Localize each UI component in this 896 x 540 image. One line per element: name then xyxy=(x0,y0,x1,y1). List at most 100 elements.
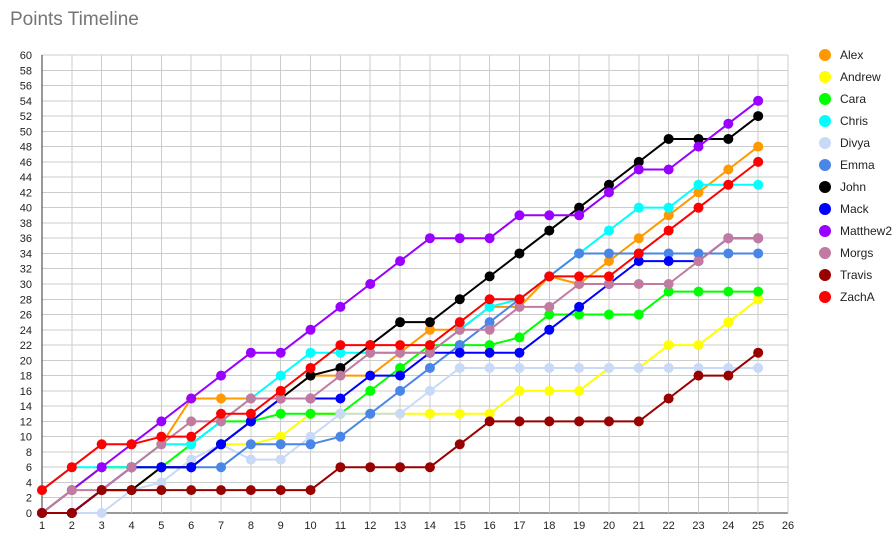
data-point xyxy=(275,485,286,496)
data-point xyxy=(544,416,555,427)
data-point xyxy=(484,416,495,427)
data-point xyxy=(156,431,167,442)
data-point xyxy=(603,187,614,198)
legend-label: Cara xyxy=(840,92,866,106)
data-point xyxy=(753,248,764,259)
x-tick-label: 15 xyxy=(454,520,466,532)
data-point xyxy=(454,340,465,351)
data-point xyxy=(305,431,316,442)
data-point xyxy=(275,439,286,450)
data-point xyxy=(753,347,764,358)
data-point xyxy=(305,408,316,419)
legend-item-chris[interactable]: Chris xyxy=(819,114,868,128)
data-point xyxy=(37,508,47,518)
data-point xyxy=(574,301,585,312)
data-point xyxy=(395,408,406,419)
legend-item-andrew[interactable]: Andrew xyxy=(819,70,881,84)
data-point xyxy=(753,286,764,297)
legend-item-zacha[interactable]: ZachA xyxy=(819,290,875,304)
data-point xyxy=(454,317,465,328)
legend-marker xyxy=(819,291,831,303)
y-tick-label: 16 xyxy=(20,386,32,398)
data-point xyxy=(544,324,555,335)
data-point xyxy=(335,393,346,404)
data-point xyxy=(216,416,227,427)
legend-item-cara[interactable]: Cara xyxy=(819,92,866,106)
x-tick-label: 23 xyxy=(692,520,704,532)
data-point xyxy=(424,347,435,358)
data-point xyxy=(693,256,704,267)
data-point xyxy=(395,347,406,358)
data-point xyxy=(454,439,465,450)
data-point xyxy=(693,370,704,381)
data-point xyxy=(663,202,674,213)
legend-item-alex[interactable]: Alex xyxy=(819,48,863,62)
x-tick-label: 25 xyxy=(752,520,764,532)
data-point xyxy=(663,279,674,289)
data-point xyxy=(365,462,376,473)
data-point xyxy=(633,362,644,373)
data-point xyxy=(305,362,316,373)
legend-item-mack[interactable]: Mack xyxy=(819,202,870,216)
data-point xyxy=(753,156,764,167)
data-point xyxy=(603,416,614,427)
data-point xyxy=(514,248,525,259)
legend-item-john[interactable]: John xyxy=(819,180,866,194)
legend-item-morgs[interactable]: Morgs xyxy=(819,246,873,260)
y-tick-label: 46 xyxy=(20,157,32,169)
data-point xyxy=(186,454,197,465)
data-point xyxy=(37,485,47,496)
data-point xyxy=(335,347,346,358)
data-point xyxy=(753,141,764,152)
data-point xyxy=(126,485,137,496)
legend-marker xyxy=(819,159,831,171)
data-point xyxy=(66,485,77,496)
legend-marker xyxy=(819,225,831,237)
legend-marker xyxy=(819,115,831,127)
data-point xyxy=(365,408,376,419)
data-point xyxy=(395,385,406,396)
data-point xyxy=(693,202,704,213)
data-point xyxy=(335,301,346,312)
legend-item-travis[interactable]: Travis xyxy=(819,268,872,282)
data-point xyxy=(544,309,555,320)
data-point xyxy=(663,256,674,267)
data-point xyxy=(395,462,406,473)
data-point xyxy=(663,362,674,373)
y-tick-label: 6 xyxy=(26,462,32,474)
data-point xyxy=(454,324,465,335)
data-point xyxy=(723,164,734,175)
x-tick-label: 20 xyxy=(603,520,615,532)
legend-item-divya[interactable]: Divya xyxy=(819,136,870,150)
x-tick-label: 5 xyxy=(158,520,164,532)
series-zacha xyxy=(37,156,764,496)
data-point xyxy=(663,133,674,144)
data-point xyxy=(395,370,406,381)
legend-label: Emma xyxy=(840,158,875,172)
data-point xyxy=(216,439,227,450)
x-tick-label: 7 xyxy=(218,520,224,532)
data-point xyxy=(395,317,406,328)
data-point xyxy=(365,340,376,351)
data-point xyxy=(753,233,764,244)
y-tick-label: 48 xyxy=(20,142,32,154)
data-point xyxy=(454,362,465,373)
series-travis xyxy=(37,347,764,518)
data-point xyxy=(156,477,167,488)
y-tick-label: 4 xyxy=(26,477,32,489)
y-tick-label: 34 xyxy=(20,248,32,260)
data-point xyxy=(305,324,316,335)
legend-item-emma[interactable]: Emma xyxy=(819,158,875,172)
x-tick-label: 12 xyxy=(364,520,376,532)
data-point xyxy=(603,362,614,373)
y-tick-label: 20 xyxy=(20,355,32,367)
data-point xyxy=(245,454,256,465)
data-point xyxy=(693,179,704,190)
legend-item-matthew2[interactable]: Matthew2 xyxy=(819,224,892,238)
x-tick-label: 3 xyxy=(99,520,105,532)
data-point xyxy=(96,439,107,450)
data-point xyxy=(514,416,525,427)
legend: Alex Andrew Cara Chris Divya Emma John Mack Matt… xyxy=(819,48,892,304)
data-point xyxy=(723,317,734,328)
